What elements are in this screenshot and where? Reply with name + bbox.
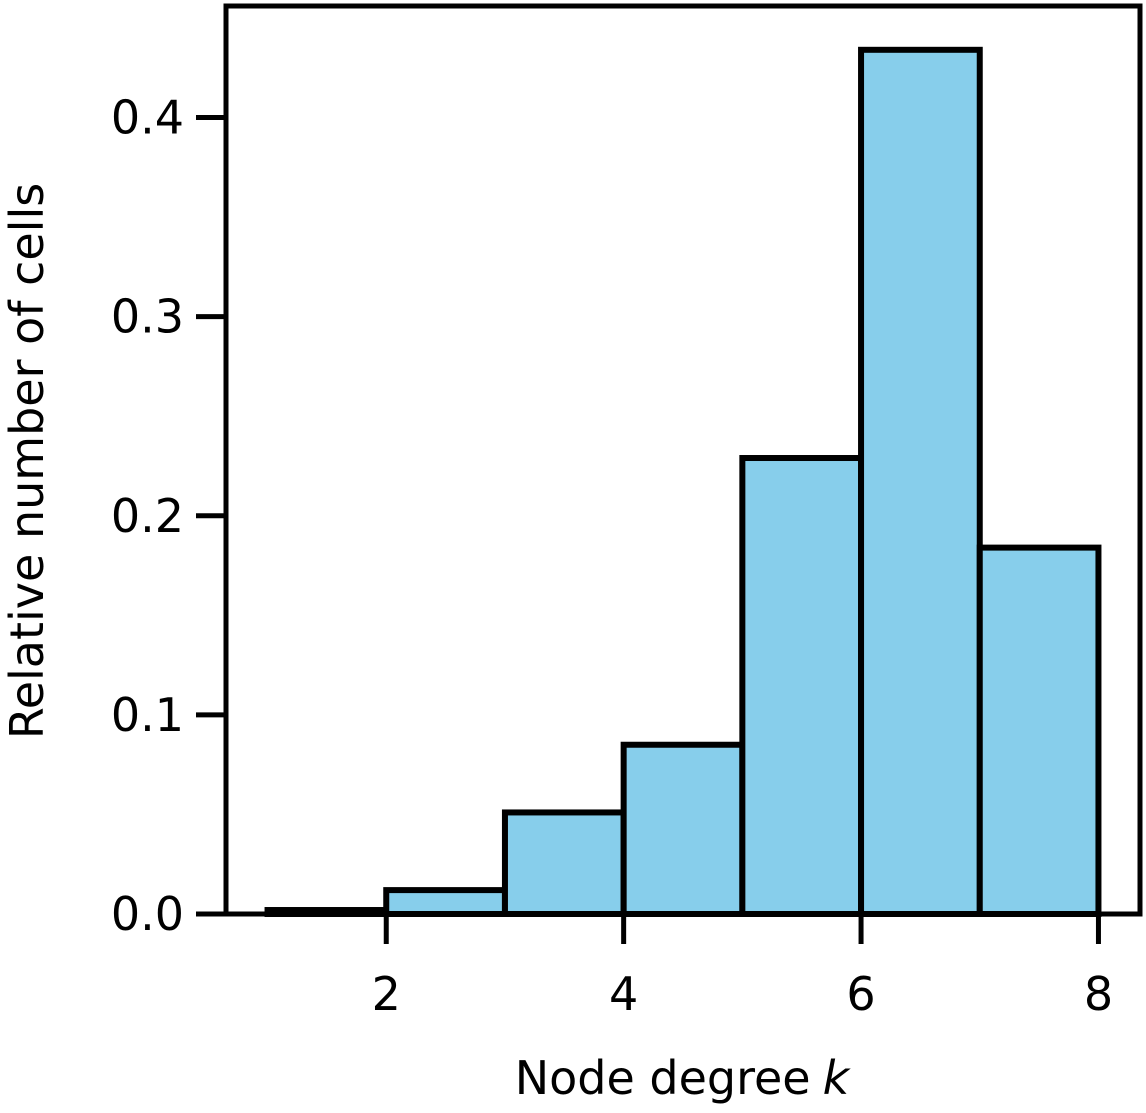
y-tick-label: 0.1 bbox=[111, 688, 184, 742]
plot-frame bbox=[223, 3, 1143, 917]
y-tick-label: 0.2 bbox=[111, 489, 184, 543]
histogram-bar-3 bbox=[501, 809, 627, 918]
x-tick-label: 2 bbox=[372, 967, 401, 1021]
y-tick-label: 0.3 bbox=[111, 290, 184, 344]
y-axis-label: Relative number of cells bbox=[0, 183, 54, 739]
histogram-bar-4 bbox=[620, 741, 746, 917]
x-axis-label: Node degree k bbox=[515, 1051, 852, 1105]
y-axis-ticks: 0.0 0.1 0.2 0.3 0.4 bbox=[111, 91, 226, 941]
x-axis-label-text: Node degree bbox=[515, 1051, 811, 1105]
x-tick-label: 4 bbox=[609, 967, 638, 1021]
histogram-bar-7 bbox=[976, 544, 1102, 917]
histogram-bar-2 bbox=[383, 887, 508, 918]
y-tick-label: 0.4 bbox=[111, 91, 184, 145]
y-tick-label: 0.0 bbox=[111, 887, 184, 941]
x-tick-label: 8 bbox=[1084, 967, 1113, 1021]
x-axis-label-variable: k bbox=[823, 1051, 852, 1105]
x-tick-label: 6 bbox=[846, 967, 875, 1021]
x-axis-ticks: 2 4 6 8 bbox=[372, 914, 1113, 1021]
bars-layer bbox=[264, 46, 1102, 918]
histogram-bar-5 bbox=[739, 455, 865, 917]
histogram-bar-6 bbox=[858, 46, 983, 918]
